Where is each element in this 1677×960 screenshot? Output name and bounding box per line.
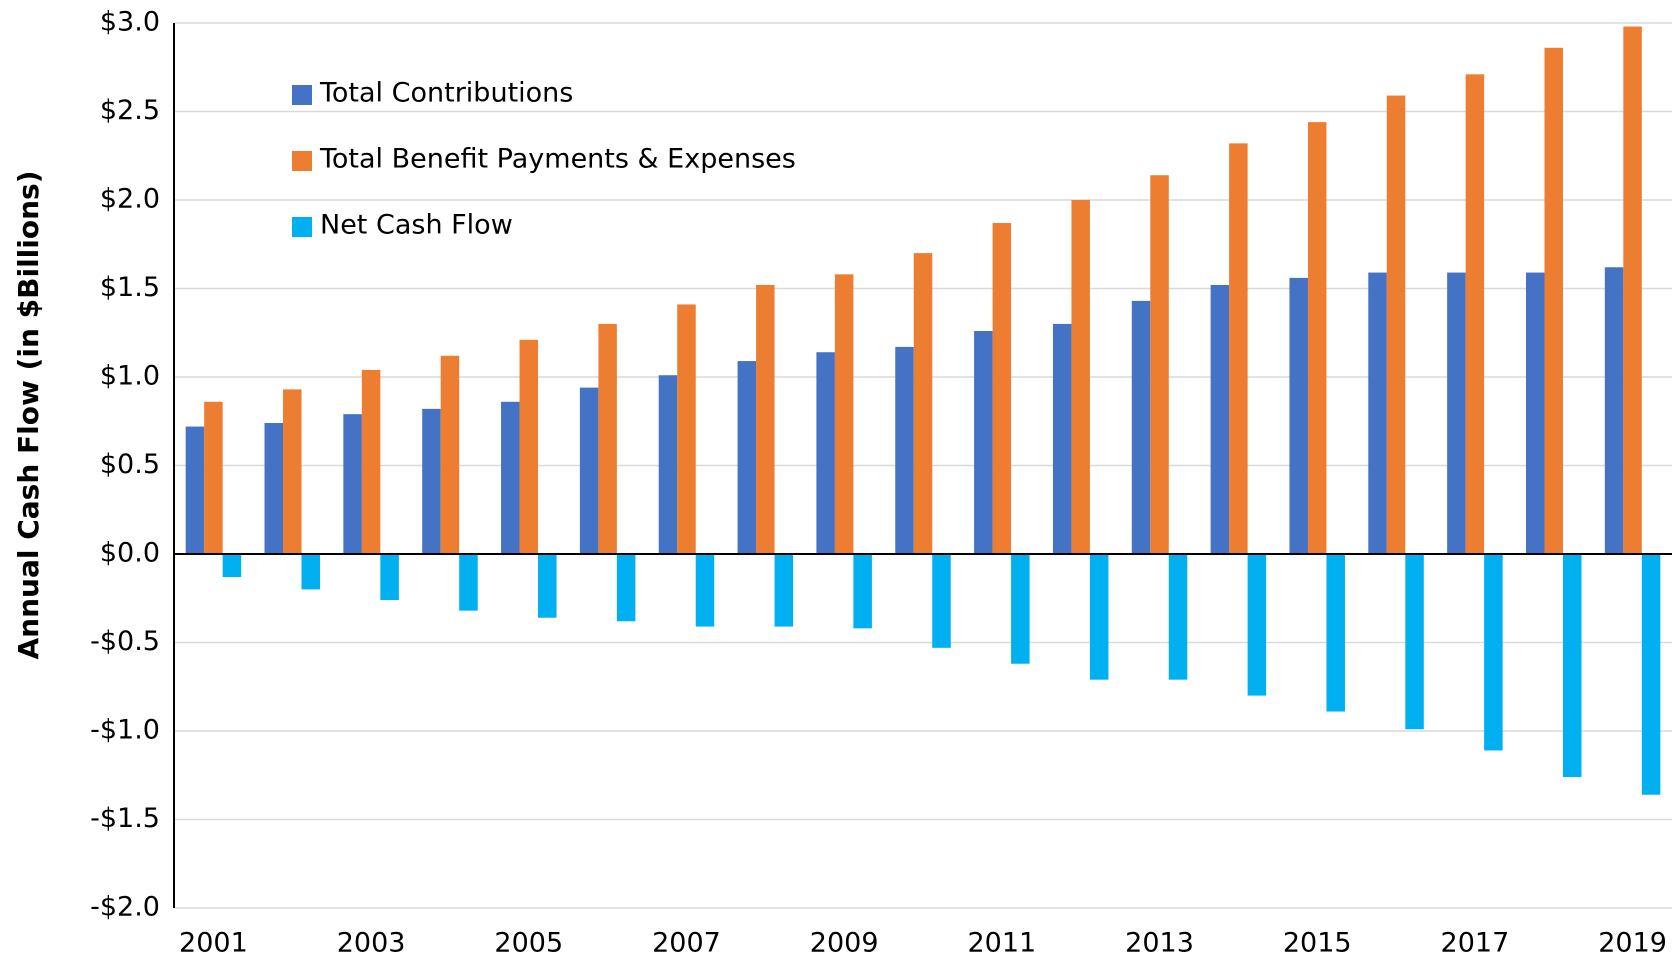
legend-label: Total Contributions — [319, 78, 573, 109]
bar — [756, 284, 775, 554]
y-tick-label: $3.0 — [100, 7, 160, 38]
bar — [1484, 554, 1503, 751]
bar — [283, 389, 302, 554]
bar — [932, 554, 951, 648]
bar — [222, 554, 242, 578]
bar — [1168, 554, 1188, 680]
bar — [1604, 267, 1624, 554]
bar — [204, 401, 223, 554]
bar — [913, 253, 933, 554]
bar — [658, 375, 678, 554]
bar — [1641, 554, 1661, 795]
bar — [501, 401, 520, 554]
bar — [974, 330, 993, 554]
bar — [1089, 554, 1109, 680]
bar — [677, 304, 696, 554]
bar — [1386, 95, 1406, 554]
y-tick-label: $1.5 — [100, 272, 160, 303]
bar — [774, 554, 794, 627]
x-tick-label: 2001 — [179, 928, 248, 959]
bar — [737, 361, 757, 554]
bar — [1368, 272, 1387, 554]
bar — [1052, 323, 1072, 554]
bar — [459, 554, 478, 611]
y-tick-label: -$0.5 — [90, 626, 160, 657]
legend-label: Total Benefit Payments & Expenses — [319, 144, 796, 175]
bar — [992, 223, 1012, 554]
x-tick-label: 2009 — [810, 928, 879, 959]
bar — [301, 554, 321, 590]
y-axis-title: Annual Cash Flow (in $Billions) — [12, 170, 45, 659]
legend-swatch — [292, 151, 312, 171]
bar — [834, 274, 854, 554]
bar — [422, 408, 441, 554]
bar — [343, 414, 362, 554]
bar — [598, 323, 617, 554]
bar — [853, 554, 872, 629]
x-tick-label: 2005 — [494, 928, 563, 959]
x-tick-label: 2013 — [1125, 928, 1194, 959]
y-tick-label: -$2.0 — [90, 892, 160, 923]
bar — [1544, 47, 1563, 554]
y-tick-label: $0.0 — [100, 538, 160, 569]
bar — [579, 387, 599, 554]
bar — [816, 352, 835, 554]
bar — [1447, 272, 1466, 554]
bar — [440, 355, 460, 554]
bar — [185, 426, 205, 554]
bar — [538, 554, 557, 618]
x-tick-label: 2011 — [967, 928, 1036, 959]
bar — [1247, 554, 1267, 696]
bar — [895, 346, 914, 554]
bar — [1011, 554, 1030, 664]
y-tick-label: -$1.5 — [90, 803, 160, 834]
bar — [695, 554, 715, 627]
x-tick-label: 2007 — [652, 928, 721, 959]
legend-label: Net Cash Flow — [320, 210, 513, 241]
bar — [1405, 554, 1424, 730]
bar — [1131, 300, 1151, 554]
bar — [1465, 74, 1485, 554]
bar — [361, 369, 381, 554]
bar — [264, 423, 284, 554]
x-tick-label: 2015 — [1283, 928, 1352, 959]
bar — [616, 554, 636, 622]
x-tick-label: 2017 — [1441, 928, 1510, 959]
bar — [1525, 272, 1545, 554]
y-tick-label: -$1.0 — [90, 715, 160, 746]
bar — [1289, 277, 1308, 554]
y-tick-label: $2.5 — [100, 95, 160, 126]
x-tick-label: 2019 — [1598, 928, 1667, 959]
y-tick-label: $0.5 — [100, 449, 160, 480]
y-tick-label: $2.0 — [100, 184, 160, 215]
legend-swatch — [292, 85, 312, 105]
bar — [1562, 554, 1582, 778]
bar — [1071, 200, 1090, 554]
bar — [1210, 284, 1230, 554]
y-tick-label: $1.0 — [100, 361, 160, 392]
bar — [380, 554, 399, 601]
bar — [1623, 26, 1642, 555]
bar — [1326, 554, 1345, 712]
legend-swatch — [292, 217, 312, 237]
bar — [1150, 175, 1169, 554]
x-tick-label: 2003 — [337, 928, 406, 959]
bar — [1229, 143, 1248, 555]
bar — [1307, 122, 1327, 555]
bar — [519, 339, 539, 554]
